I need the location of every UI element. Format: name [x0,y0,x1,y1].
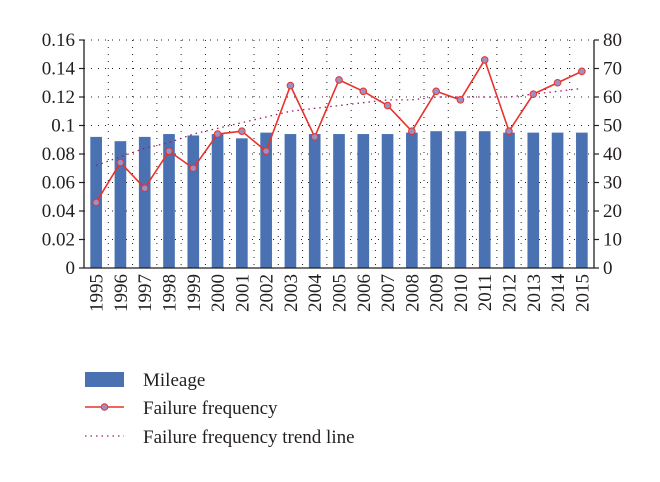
point-failure-2000 [213,130,222,138]
legend-swatch-mileage [85,372,124,387]
point-failure-2005 [335,76,343,84]
x-tick-label-2003: 2003 [281,274,302,312]
point-failure-2004 [310,133,319,141]
left-tick-label: 0.08 [42,144,75,165]
bar-mileage-1996 [114,141,127,268]
bar-mileage-2015 [576,132,588,268]
x-tick-label-2001: 2001 [232,274,253,312]
left-tick-label: 0.12 [42,87,75,108]
bar-mileage-1997 [138,136,151,268]
x-tick-label-2005: 2005 [330,274,351,312]
x-tick-label-1995: 1995 [87,274,108,312]
point-failure-1997 [140,184,149,192]
legend-marker-failure-frequency [100,403,109,411]
point-failure-2001 [238,127,246,135]
x-tick-label-1997: 1997 [135,274,156,312]
x-tick-label-2009: 2009 [427,274,448,312]
right-tick-label: 50 [603,116,622,137]
left-tick-label: 0.06 [42,173,75,194]
right-axis-ticks: 0 10 20 30 40 50 60 70 80 [594,30,622,279]
x-tick-label-2000: 2000 [208,274,229,312]
bar-mileage-1999 [187,135,200,268]
point-failure-2009 [432,87,440,96]
left-tick-label: 0.04 [42,201,76,222]
x-tick-label-1996: 1996 [111,274,132,312]
point-failure-1996 [116,158,125,167]
x-tick-label-2006: 2006 [354,274,375,312]
left-tick-label: 0.16 [42,30,75,51]
point-failure-2010 [456,96,465,104]
point-failure-1998 [165,147,173,155]
right-tick-label: 10 [603,230,622,251]
right-tick-label: 60 [603,87,622,108]
bar-mileage-1998 [163,134,175,268]
right-tick-label: 80 [603,30,622,51]
x-tick-label-2010: 2010 [451,274,472,312]
bar-mileage-2002 [260,132,272,268]
left-tick-label: 0.1 [51,116,75,137]
legend-label-failure-frequency: Failure frequency [143,398,278,419]
bar-mileage-2010 [454,131,467,268]
mileage-bars [90,131,588,268]
right-tick-label: 0 [603,258,613,279]
right-tick-label: 20 [603,201,622,222]
right-tick-label: 40 [603,144,622,165]
left-tick-label: 0.02 [42,230,75,251]
right-tick-label: 70 [603,59,622,80]
bar-mileage-2003 [284,134,297,268]
legend-label-trend-line: Failure frequency trend line [143,427,355,448]
bar-mileage-2009 [430,131,442,268]
bar-mileage-2007 [381,134,394,268]
x-tick-label-2015: 2015 [572,274,593,312]
left-tick-label: 0.14 [42,59,76,80]
x-tick-label-2012: 2012 [500,274,521,312]
x-tick-label-2014: 2014 [548,274,569,313]
x-tick-label-2013: 2013 [524,274,545,312]
failure-frequency-layer [92,56,586,207]
bar-mileage-2008 [406,132,418,268]
point-failure-1995 [92,198,100,207]
x-tick-label-2007: 2007 [378,274,399,312]
x-tick-label-1998: 1998 [160,274,181,312]
point-failure-2008 [408,127,416,135]
x-tick-label-2011: 2011 [475,274,496,311]
point-failure-2012 [505,127,513,135]
bar-mileage-2001 [236,138,248,268]
point-failure-2002 [262,147,270,155]
x-tick-label-2008: 2008 [402,274,423,312]
point-failure-1999 [189,164,198,173]
bar-mileage-2004 [308,134,321,268]
bar-mileage-2011 [478,131,491,268]
point-failure-2006 [359,87,368,96]
point-failure-2015 [578,67,586,76]
point-failure-2013 [529,90,538,98]
x-tick-label-1999: 1999 [184,274,205,312]
bar-mileage-2012 [503,132,515,268]
bar-mileage-2013 [527,132,540,268]
left-axis-ticks: 0 0.02 0.04 0.06 0.08 0.1 0.12 0.14 0.16 [42,30,84,279]
x-tick-label-2002: 2002 [257,274,278,312]
bar-mileage-2000 [211,134,224,268]
right-tick-label: 30 [603,173,622,194]
trend-line-layer [95,87,582,167]
bar-mileage-2005 [333,134,345,268]
bar-mileage-2006 [357,134,370,268]
point-failure-2011 [480,56,489,64]
legend: Mileage Failure frequency Failure freque… [85,370,355,448]
point-failure-2007 [383,101,392,110]
x-axis-ticks: 1995 1996 1997 1998 1999 2000 2001 2002 2003 2004… [87,274,594,313]
legend-label-mileage: Mileage [143,370,205,391]
point-failure-2003 [286,81,295,90]
bar-mileage-2014 [551,132,564,268]
x-tick-label-2004: 2004 [305,274,326,313]
left-tick-label: 0 [66,258,76,279]
point-failure-2014 [553,78,562,87]
trend-line [95,87,582,167]
